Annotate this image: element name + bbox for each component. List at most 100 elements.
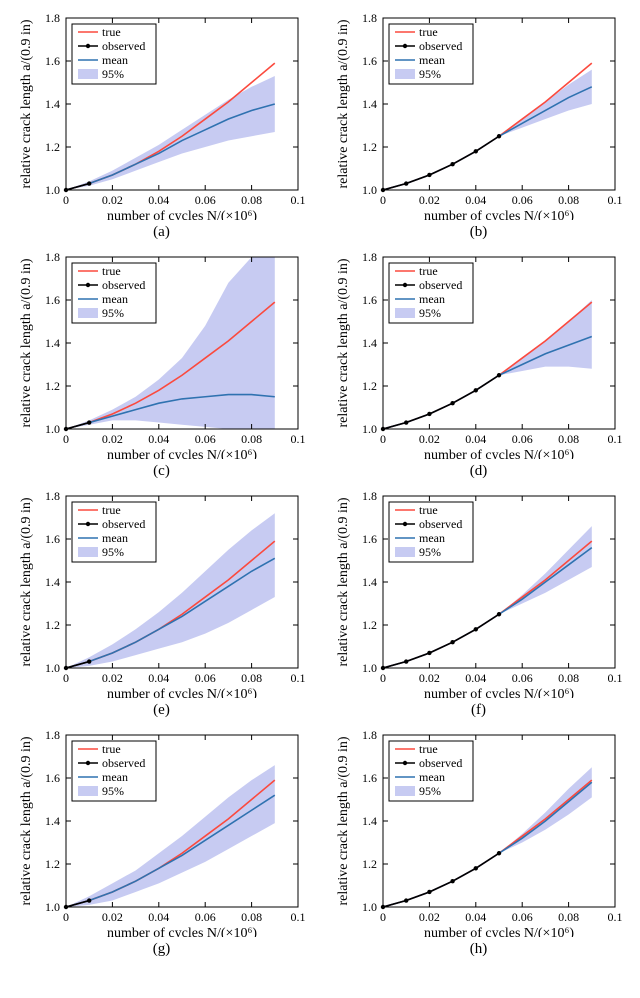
x-tick-label: 0.08 xyxy=(241,671,262,685)
observed-marker xyxy=(87,420,91,424)
legend-label: 95% xyxy=(419,67,441,81)
x-tick-label: 0.02 xyxy=(419,910,440,924)
x-tick-label: 0.06 xyxy=(195,193,216,207)
x-tick-label: 0.1 xyxy=(608,910,623,924)
legend-label: observed xyxy=(102,278,145,292)
legend-label: mean xyxy=(102,531,128,545)
legend-label: mean xyxy=(102,292,128,306)
legend-label: observed xyxy=(419,756,462,770)
chart-c: 00.020.040.060.080.11.01.21.41.61.8numbe… xyxy=(14,249,309,459)
x-tick-label: 0.06 xyxy=(512,671,533,685)
x-tick-label: 0.06 xyxy=(512,193,533,207)
x-tick-label: 0 xyxy=(63,432,69,446)
legend-label: 95% xyxy=(102,67,124,81)
y-tick-label: 1.4 xyxy=(362,336,377,350)
x-tick-label: 0.06 xyxy=(512,910,533,924)
y-tick-label: 1.8 xyxy=(362,489,377,503)
x-tick-label: 0.04 xyxy=(148,432,169,446)
x-tick-label: 0.1 xyxy=(291,432,306,446)
mean-line xyxy=(383,87,592,190)
y-tick-label: 1.2 xyxy=(45,379,60,393)
legend-label: observed xyxy=(419,39,462,53)
observed-marker xyxy=(427,890,431,894)
x-axis-label: number of cycles N/(×10⁶) xyxy=(107,448,257,459)
panel-caption: (c) xyxy=(153,463,170,480)
observed-marker xyxy=(427,412,431,416)
observed-marker xyxy=(427,173,431,177)
legend-label: true xyxy=(102,25,121,39)
legend-label: observed xyxy=(102,39,145,53)
observed-marker xyxy=(474,388,478,392)
observed-marker xyxy=(450,879,454,883)
x-tick-label: 0.1 xyxy=(291,910,306,924)
panel-caption: (d) xyxy=(470,463,488,480)
panel-caption: (a) xyxy=(153,224,170,241)
y-tick-label: 1.2 xyxy=(362,857,377,871)
x-axis-label: number of cycles N/(×10⁶) xyxy=(424,926,574,937)
observed-marker xyxy=(404,181,408,185)
legend-label: 95% xyxy=(102,545,124,559)
chart-d: 00.020.040.060.080.11.01.21.41.61.8numbe… xyxy=(331,249,626,459)
legend-label: mean xyxy=(419,53,445,67)
legend-label: true xyxy=(419,503,438,517)
y-tick-label: 1.0 xyxy=(45,422,60,436)
y-tick-label: 1.8 xyxy=(362,11,377,25)
y-tick-label: 1.6 xyxy=(362,532,377,546)
chart-f: 00.020.040.060.080.11.01.21.41.61.8numbe… xyxy=(331,488,626,698)
observed-marker xyxy=(497,373,501,377)
x-tick-label: 0 xyxy=(380,671,386,685)
legend-label: true xyxy=(419,264,438,278)
observed-line xyxy=(66,184,89,190)
x-tick-label: 0.1 xyxy=(608,193,623,207)
panel-caption: (f) xyxy=(471,702,486,719)
panel-d: 00.020.040.060.080.11.01.21.41.61.8numbe… xyxy=(327,249,630,480)
y-tick-label: 1.0 xyxy=(362,900,377,914)
x-axis-label: number of cycles N/(×10⁶) xyxy=(107,926,257,937)
observed-marker xyxy=(450,401,454,405)
x-tick-label: 0 xyxy=(63,193,69,207)
y-tick-label: 1.6 xyxy=(45,532,60,546)
y-tick-label: 1.4 xyxy=(362,575,377,589)
x-tick-label: 0.08 xyxy=(241,193,262,207)
x-tick-label: 0.06 xyxy=(195,910,216,924)
y-axis-label: relative crack length a/(0.9 in) xyxy=(336,736,351,905)
y-tick-label: 1.6 xyxy=(45,54,60,68)
observed-marker xyxy=(450,640,454,644)
x-tick-label: 0 xyxy=(63,671,69,685)
x-tick-label: 0.04 xyxy=(148,910,169,924)
y-tick-label: 1.0 xyxy=(45,661,60,675)
y-axis-label: relative crack length a/(0.9 in) xyxy=(19,497,34,666)
y-axis-label: relative crack length a/(0.9 in) xyxy=(336,258,351,427)
y-tick-label: 1.8 xyxy=(45,489,60,503)
x-tick-label: 0.08 xyxy=(241,432,262,446)
y-axis-label: relative crack length a/(0.9 in) xyxy=(336,497,351,666)
y-tick-label: 1.0 xyxy=(362,422,377,436)
legend-label: 95% xyxy=(419,306,441,320)
x-tick-label: 0 xyxy=(380,432,386,446)
panel-h: 00.020.040.060.080.11.01.21.41.61.8numbe… xyxy=(327,727,630,958)
y-axis-label: relative crack length a/(0.9 in) xyxy=(19,19,34,188)
observed-marker xyxy=(497,851,501,855)
legend-label: 95% xyxy=(102,784,124,798)
y-tick-label: 1.2 xyxy=(45,140,60,154)
x-tick-label: 0.04 xyxy=(465,671,486,685)
panel-g: 00.020.040.060.080.11.01.21.41.61.8numbe… xyxy=(10,727,313,958)
observed-marker xyxy=(474,866,478,870)
x-tick-label: 0.08 xyxy=(558,193,579,207)
panel-caption: (h) xyxy=(470,941,488,958)
x-axis-label: number of cycles N/(×10⁶) xyxy=(424,448,574,459)
chart-e: 00.020.040.060.080.11.01.21.41.61.8numbe… xyxy=(14,488,309,698)
legend-label: true xyxy=(419,25,438,39)
observed-marker xyxy=(404,898,408,902)
observed-marker xyxy=(474,627,478,631)
x-tick-label: 0.02 xyxy=(419,193,440,207)
y-tick-label: 1.2 xyxy=(362,379,377,393)
y-tick-label: 1.6 xyxy=(45,771,60,785)
observed-line xyxy=(383,614,499,668)
legend-label: observed xyxy=(102,517,145,531)
y-tick-label: 1.6 xyxy=(362,771,377,785)
legend-label: observed xyxy=(102,756,145,770)
x-axis-label: number of cycles N/(×10⁶) xyxy=(107,209,257,220)
panel-e: 00.020.040.060.080.11.01.21.41.61.8numbe… xyxy=(10,488,313,719)
y-tick-label: 1.0 xyxy=(45,900,60,914)
